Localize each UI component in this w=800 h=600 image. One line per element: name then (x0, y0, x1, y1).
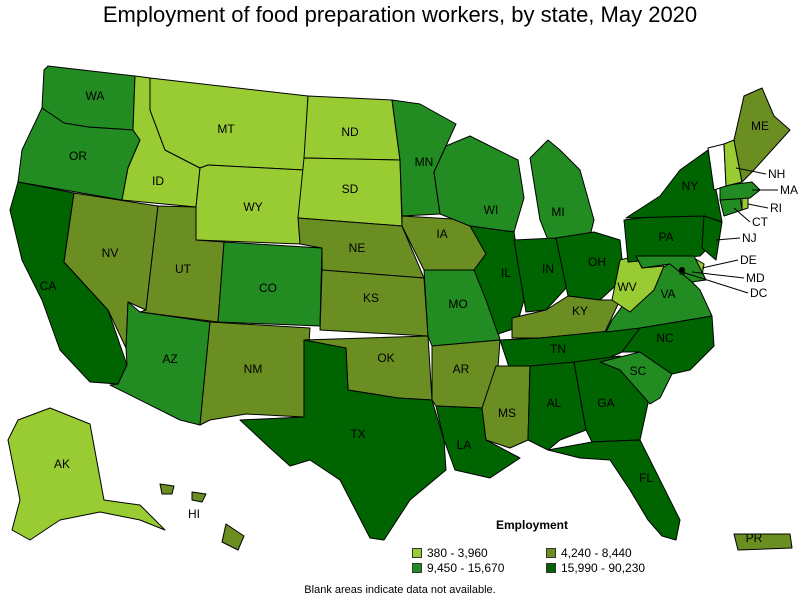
state-label-sd: SD (342, 182, 359, 196)
leader-line-ri (747, 203, 769, 209)
state-label-ma: MA (780, 183, 798, 197)
state-label-ga: GA (597, 396, 614, 410)
state-label-wv: WV (617, 280, 636, 294)
state-label-dc: DC (750, 286, 768, 300)
legend-swatch-3 (412, 563, 422, 573)
state-md (635, 255, 707, 283)
state-label-pa: PA (658, 230, 673, 244)
leader-line-nh (735, 167, 767, 175)
legend-label-1: 380 - 3,960 (427, 546, 488, 560)
legend-item-4: 15,990 - 90,230 (546, 561, 645, 575)
state-label-in: IN (542, 262, 554, 276)
state-label-fl: FL (639, 471, 653, 485)
dc-marker (679, 267, 685, 273)
state-ma (719, 181, 761, 201)
state-label-mt: MT (217, 122, 235, 136)
map-title: Employment of food preparation workers, … (102, 2, 698, 27)
state-label-ok: OK (377, 351, 394, 365)
legend-label-3: 9,450 - 15,670 (427, 561, 505, 575)
state-pr (733, 533, 793, 551)
legend-item-3: 9,450 - 15,670 (412, 561, 504, 575)
state-wi (433, 135, 525, 233)
state-label-nh: NH (768, 167, 785, 181)
state-label-ct: CT (752, 215, 769, 229)
state-label-de: DE (740, 253, 757, 267)
state-label-ut: UT (175, 262, 192, 276)
state-label-sc: SC (630, 364, 647, 378)
state-ny (625, 149, 723, 223)
state-nj (701, 215, 723, 261)
state-label-me: ME (751, 119, 769, 133)
state-label-co: CO (259, 281, 277, 295)
legend-swatch-2 (546, 548, 556, 558)
state-label-mo: MO (448, 297, 467, 311)
leader-line-dc (681, 271, 749, 294)
footnote: Blank areas indicate data not available. (304, 584, 496, 596)
legend-title: Employment (496, 518, 569, 532)
state-label-mi: MI (551, 205, 564, 219)
state-label-ne: NE (349, 241, 366, 255)
legend-swatch-4 (546, 563, 556, 573)
leader-line-nj (715, 237, 741, 241)
state-label-ky: KY (572, 304, 588, 318)
state-label-ak: AK (54, 457, 70, 471)
state-fl (547, 439, 681, 541)
state-label-tn: TN (550, 342, 566, 356)
state-label-az: AZ (162, 352, 177, 366)
state-label-il: IL (501, 266, 511, 280)
state-mi (529, 139, 595, 241)
state-label-ca: CA (40, 279, 57, 293)
legend-swatch-1 (412, 548, 422, 558)
state-label-ks: KS (363, 291, 379, 305)
state-label-wi: WI (484, 203, 499, 217)
state-label-oh: OH (588, 255, 606, 269)
state-label-ar: AR (453, 362, 470, 376)
leader-line-ct (733, 207, 751, 223)
state-label-tx: TX (350, 427, 365, 441)
state-ri (741, 197, 749, 211)
state-label-nj: NJ (742, 231, 757, 245)
state-label-ny: NY (682, 179, 699, 193)
state-nm (199, 321, 311, 426)
state-label-ms: MS (498, 406, 516, 420)
state-ak (7, 407, 166, 541)
state-label-mn: MN (415, 155, 434, 169)
legend-label-4: 15,990 - 90,230 (561, 561, 646, 575)
state-tx (239, 339, 447, 541)
state-label-wy: WY (243, 200, 262, 214)
state-label-md: MD (746, 271, 765, 285)
state-me (733, 87, 791, 183)
state-label-nd: ND (341, 125, 359, 139)
state-label-nc: NC (656, 331, 674, 345)
state-label-wa: WA (86, 89, 105, 103)
state-label-al: AL (547, 396, 562, 410)
state-label-ia: IA (436, 227, 447, 241)
state-label-nm: NM (244, 362, 263, 376)
state-label-ri: RI (770, 201, 782, 215)
state-label-pr: PR (746, 531, 763, 545)
state-hi (159, 483, 245, 551)
leader-line-de (701, 259, 739, 269)
leader-line-md (691, 271, 745, 279)
state-label-or: OR (69, 149, 87, 163)
state-label-nv: NV (102, 246, 119, 260)
state-label-id: ID (152, 174, 164, 188)
state-label-hi: HI (188, 507, 200, 521)
legend-item-1: 380 - 3,960 (412, 546, 488, 560)
state-label-va: VA (660, 287, 675, 301)
state-label-la: LA (457, 438, 472, 452)
legend-label-2: 4,240 - 8,440 (561, 546, 632, 560)
legend-item-2: 4,240 - 8,440 (546, 546, 632, 560)
